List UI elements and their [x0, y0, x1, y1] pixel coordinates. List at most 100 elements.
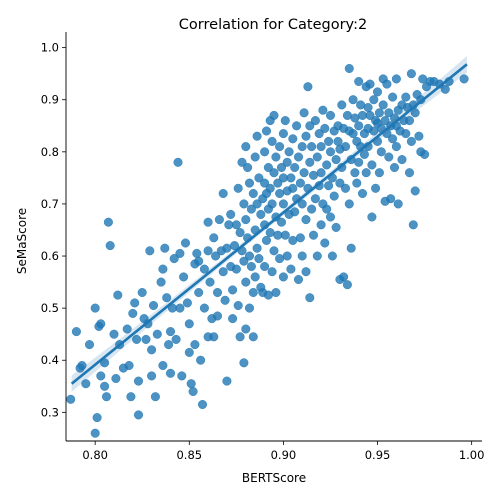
- scatter-point: [203, 217, 213, 227]
- scatter-point: [175, 303, 185, 313]
- scatter-point: [186, 379, 196, 389]
- scatter-point: [228, 285, 238, 295]
- scatter-point: [152, 329, 162, 339]
- scatter-point: [96, 371, 106, 381]
- scatter-point: [410, 186, 420, 196]
- scatter-point: [305, 293, 315, 303]
- scatter-point: [205, 277, 215, 287]
- scatter-point: [293, 152, 304, 162]
- scatter-point: [324, 136, 334, 146]
- scatter-point: [250, 152, 260, 162]
- scatter-point: [288, 134, 298, 144]
- scatter-point: [325, 147, 336, 157]
- scatter-point: [273, 178, 283, 188]
- scatter-point: [164, 340, 174, 350]
- scatter-point: [310, 194, 320, 204]
- scatter-point: [218, 267, 228, 277]
- scatter-point: [132, 334, 142, 344]
- scatter-point: [374, 168, 384, 178]
- scatter-point: [380, 116, 390, 126]
- scatter-point: [404, 116, 415, 126]
- scatter-point: [147, 371, 157, 381]
- scatter-point: [261, 126, 272, 136]
- scatter-point: [340, 183, 351, 193]
- scatter-point: [308, 230, 319, 240]
- scatter-point: [344, 199, 354, 209]
- scatter-point: [339, 272, 349, 282]
- scatter-point: [194, 287, 204, 298]
- scatter-point: [308, 170, 319, 180]
- scatter-point: [256, 209, 266, 219]
- scatter-point: [192, 248, 202, 258]
- y-tick-label: 1.0: [41, 41, 59, 55]
- scatter-point: [374, 108, 384, 118]
- scatter-point: [182, 298, 192, 308]
- scatter-point: [188, 386, 198, 397]
- y-tick-label: 0.6: [41, 249, 59, 263]
- scatter-point: [282, 251, 292, 261]
- scatter-point: [324, 181, 334, 191]
- scatter-point: [275, 254, 285, 264]
- scatter-point: [282, 157, 292, 167]
- scatter-point: [280, 230, 290, 240]
- scatter-point: [190, 340, 200, 350]
- scatter-point: [260, 147, 270, 157]
- scatter-point: [96, 319, 106, 329]
- scatter-point: [169, 254, 179, 264]
- scatter-point: [350, 113, 360, 123]
- scatter-point: [126, 392, 136, 402]
- scatter-point: [203, 246, 213, 256]
- tick-labels: 0.80 0.85 0.90 0.95 1.00 0.3 0.4 0.5 0.6 0.7 0.8 0.…: [41, 41, 485, 462]
- scatter-point: [278, 129, 288, 139]
- scatter-point: [401, 92, 411, 102]
- scatter-point: [363, 102, 373, 113]
- scatter-point: [372, 87, 383, 97]
- scatter-point: [386, 194, 396, 204]
- scatter-point: [312, 152, 322, 162]
- scatter-point: [254, 254, 264, 264]
- scatter-point: [175, 248, 185, 258]
- scatter-point: [384, 152, 394, 162]
- scatter-point: [133, 410, 144, 420]
- scatter-point: [246, 204, 256, 214]
- scatter-point: [284, 147, 294, 157]
- scatter-point: [312, 251, 322, 261]
- x-tick-label: 0.80: [82, 448, 108, 462]
- scatter-point: [325, 212, 336, 222]
- scatter-point: [209, 233, 219, 243]
- scatter-point: [252, 199, 262, 209]
- scatter-point: [130, 298, 140, 308]
- scatter-point: [267, 136, 277, 146]
- scatter-point: [137, 287, 147, 298]
- scatter-point: [297, 251, 307, 261]
- scatter-point: [305, 121, 315, 131]
- scatter-point: [269, 246, 279, 256]
- scatter-point: [290, 207, 300, 217]
- scatter-point: [71, 327, 81, 337]
- scatter-point: [218, 188, 228, 199]
- scatter-point: [263, 162, 273, 173]
- scatter-point: [241, 324, 251, 334]
- scatter-point: [354, 121, 364, 131]
- scatter-point: [162, 293, 172, 303]
- scatter-point: [299, 108, 309, 118]
- scatter-point: [382, 79, 392, 89]
- scatter-point: [241, 277, 251, 287]
- scatter-point: [233, 300, 243, 311]
- scatter-point: [329, 191, 339, 201]
- scatter-point: [401, 129, 411, 139]
- chart-title: Correlation for Category:2: [179, 17, 367, 33]
- scatter-point: [367, 160, 377, 170]
- y-tick-label: 0.9: [41, 93, 59, 107]
- scatter-point: [244, 251, 255, 261]
- scatter-point: [269, 168, 279, 178]
- x-axis-label: BERTScore: [242, 471, 306, 485]
- scatter-point: [384, 108, 394, 118]
- scatter-point: [212, 311, 223, 321]
- scatter-point: [229, 241, 240, 251]
- y-tick-label: 0.3: [41, 405, 59, 419]
- scatter-point: [197, 399, 208, 410]
- scatter-point: [220, 295, 230, 305]
- scatter-point: [275, 142, 285, 152]
- scatter-point: [239, 199, 249, 209]
